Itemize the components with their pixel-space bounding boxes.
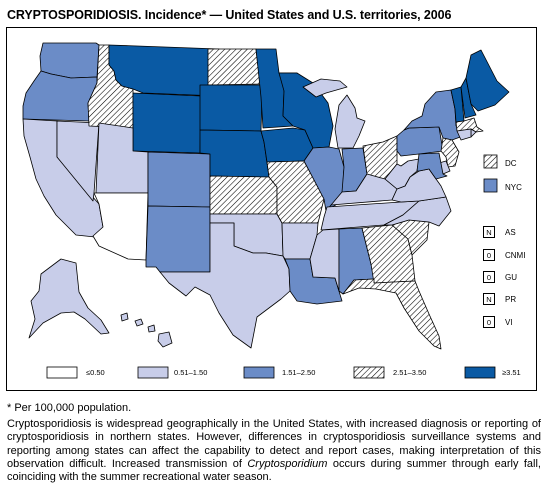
us-map (22, 42, 510, 379)
map-title: CRYPTOSPORIDIOSIS. Incidence* — United S… (7, 8, 452, 22)
state-nj (440, 137, 460, 168)
side-label-nyc: NYC (505, 183, 522, 192)
territory-value-vi: 0 (483, 316, 495, 328)
state-tx (159, 222, 291, 349)
state-ak (28, 258, 110, 339)
state-il (303, 146, 345, 212)
territory-label-gu: GU (505, 273, 517, 282)
footnote: * Per 100,000 population. (7, 402, 132, 414)
side-swatch-nyc (483, 178, 498, 193)
side-boxes (483, 154, 498, 193)
state-or (22, 70, 98, 122)
legend-swatch-0 (46, 366, 78, 379)
state-mi (302, 78, 366, 149)
state-wa (39, 42, 100, 79)
state-ct (456, 128, 472, 141)
state-fl (342, 278, 442, 350)
description-text-2: occurs during summer through early fall,… (7, 457, 541, 484)
legend-label-1-51-2-50: 1.51–2.50 (282, 368, 316, 377)
legend-swatch-4 (464, 366, 496, 379)
state-ne (199, 129, 270, 178)
territory-label-vi: VI (505, 318, 513, 327)
state-co (147, 151, 211, 208)
state-pa (396, 126, 444, 157)
state-nh (460, 77, 477, 119)
territory-label-pr: PR (505, 295, 517, 304)
state-sd (199, 84, 263, 132)
state-ny (403, 89, 464, 141)
legend-swatch-3 (353, 366, 385, 379)
side-swatch-dc (483, 154, 498, 169)
territory-label-as: AS (505, 228, 516, 237)
territory-value-as: N (483, 226, 495, 238)
states-layer (22, 42, 510, 350)
legend-swatch-2 (243, 366, 275, 379)
state-nd (207, 48, 261, 86)
state-ks (209, 175, 278, 215)
legend-swatch-1 (137, 366, 169, 379)
legend-label-0-51-1-50: 0.51–1.50 (174, 368, 208, 377)
territory-value-cnmi: 0 (483, 249, 495, 261)
state-hi (120, 312, 173, 348)
legend-label-lt-0-50: ≤0.50 (86, 368, 105, 377)
state-md (416, 152, 448, 180)
state-nc (383, 196, 452, 227)
description-text-1: Cryptosporidiosis is widespread geograph… (7, 418, 541, 470)
territory-value-pr: N (483, 293, 495, 305)
legend-label-ge-3-51: ≥3.51 (502, 368, 521, 377)
side-label-dc: DC (505, 159, 517, 168)
state-ia (260, 127, 314, 163)
territory-label-cnmi: CNMI (505, 251, 526, 260)
state-me (465, 49, 510, 112)
state-ms (309, 228, 340, 292)
state-wy (132, 92, 202, 154)
map-frame: DC NYC N AS 0 CNMI 0 GU N PR 0 VI ≤0.50 … (6, 27, 537, 391)
legend-label-2-51-3-50: 2.51–3.50 (393, 368, 427, 377)
state-nm (145, 205, 211, 273)
territory-value-gu: 0 (483, 271, 495, 283)
description: Cryptosporidiosis is widespread geograph… (7, 418, 541, 484)
description-italic: Cryptosporidium (247, 457, 328, 470)
legend (46, 366, 496, 379)
